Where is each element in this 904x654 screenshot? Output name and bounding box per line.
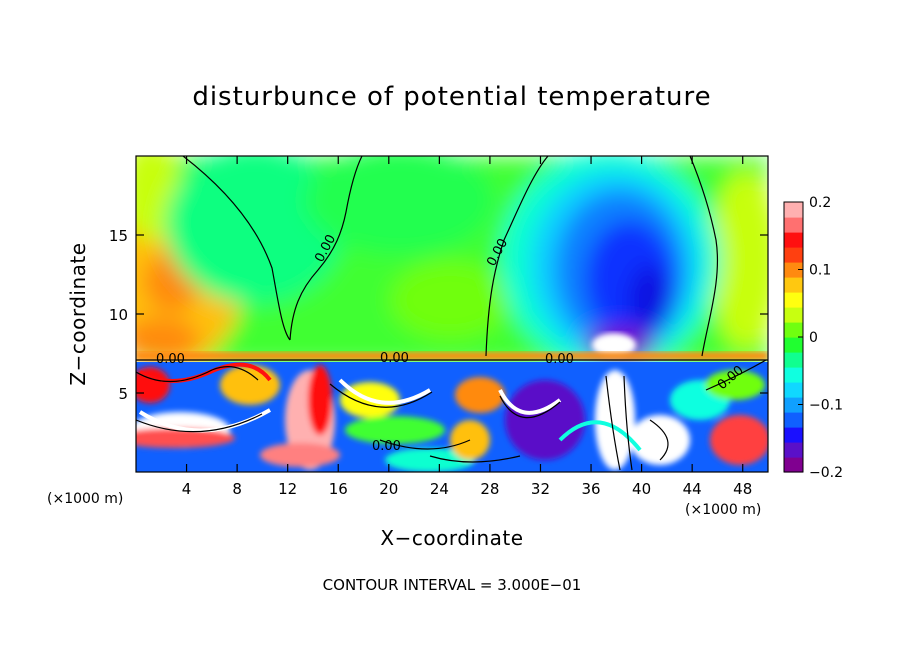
colorbar-swatch <box>784 442 803 458</box>
x-tick-label: 48 <box>733 480 752 498</box>
contour-label: 0.00 <box>545 352 574 367</box>
contour-label: 0.00 <box>380 351 409 366</box>
colorbar-swatch <box>784 247 803 263</box>
colorbar-swatch <box>784 457 803 473</box>
colorbar-swatch <box>784 412 803 428</box>
colorbar-swatch <box>784 397 803 413</box>
colorbar-swatch <box>784 352 803 368</box>
colorbar-swatch <box>784 382 803 398</box>
colorbar-swatch <box>784 337 803 353</box>
colorbar-swatch <box>784 217 803 233</box>
x-axis-label: X−coordinate <box>380 526 524 550</box>
y-axis-label: Z−coordinate <box>66 242 90 386</box>
heatmap-field: 0.00 0.00 0.00 0.00 0.00 0.00 0.00 <box>136 156 768 472</box>
chart-title: disturbunce of potential temperature <box>192 82 712 112</box>
colorbar-swatch <box>784 232 803 248</box>
colorbar-swatch <box>784 427 803 443</box>
x-tick-label: 40 <box>632 480 651 498</box>
colorbar: 0.2 0.1 0 −0.1 −0.2 <box>783 195 843 481</box>
x-unit-right: (×1000 m) <box>685 502 762 518</box>
colorbar-swatch <box>784 202 803 218</box>
colorbar-swatch <box>784 367 803 383</box>
x-tick-label: 20 <box>379 480 398 498</box>
contour-lines <box>136 156 768 471</box>
x-tick-label: 32 <box>531 480 550 498</box>
contour-interval-note: CONTOUR INTERVAL = 3.000E−01 <box>322 576 582 594</box>
colorbar-tick-label: −0.2 <box>809 465 843 481</box>
colorbar-tick-label: 0 <box>809 330 818 346</box>
colorbar-swatch <box>784 277 803 293</box>
y-tick-label: 5 <box>118 385 128 403</box>
colorbar-swatch <box>784 262 803 278</box>
contour-label: 0.00 <box>156 352 185 367</box>
x-tick-label: 28 <box>480 480 499 498</box>
colorbar-swatch <box>784 307 803 323</box>
x-tick-label: 16 <box>329 480 348 498</box>
contour-label: 0.00 <box>372 439 401 454</box>
colorbar-tick-label: −0.1 <box>809 398 843 414</box>
x-tick-label: 8 <box>232 480 242 498</box>
x-tick-label: 36 <box>581 480 600 498</box>
x-unit-left: (×1000 m) <box>47 491 124 507</box>
colorbar-swatch <box>784 292 803 308</box>
x-tick-label: 24 <box>430 480 449 498</box>
colorbar-tick-label: 0.1 <box>809 263 831 279</box>
x-tick-label: 4 <box>182 480 192 498</box>
colorbar-tick-label: 0.2 <box>809 195 831 211</box>
x-tick-label: 44 <box>683 480 702 498</box>
y-tick-label: 10 <box>109 306 128 324</box>
x-tick-label: 12 <box>278 480 297 498</box>
y-tick-label: 15 <box>109 227 128 245</box>
colorbar-swatch <box>784 322 803 338</box>
